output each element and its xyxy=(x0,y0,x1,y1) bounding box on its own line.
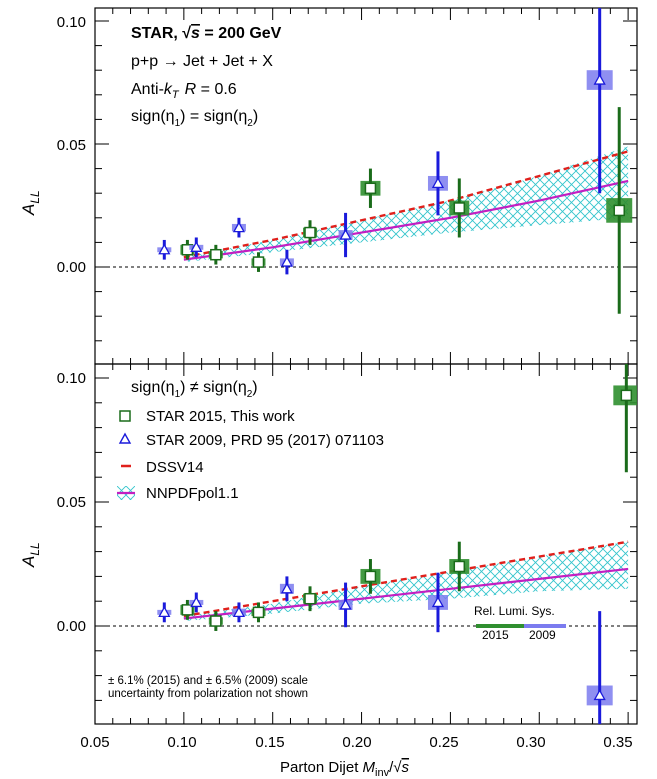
legend-marker-star2015 xyxy=(119,410,131,422)
legend: STAR 2015, This work STAR 2009, PRD 95 (… xyxy=(117,408,384,502)
top-theory-curves xyxy=(183,146,629,263)
bottom-star2015-point-1 xyxy=(210,615,222,627)
lumi-sys-2009-label: 2009 xyxy=(529,628,556,642)
top-data-points xyxy=(157,8,633,314)
top-star2009-point-5 xyxy=(431,177,445,189)
xtick-0: 0.05 xyxy=(80,734,109,751)
bottom-star2009-point-4 xyxy=(339,598,352,610)
top-star2009-point-2 xyxy=(232,221,246,233)
top-star2009-point-6 xyxy=(593,73,606,85)
bottom-axis-ticks xyxy=(94,364,637,724)
top-topology-label: sign(η1) = sign(η2) xyxy=(131,108,258,129)
bottom-theory-curves xyxy=(183,540,629,622)
bottom-star2009-point-1 xyxy=(190,596,203,608)
xtick-4: 0.25 xyxy=(429,734,458,751)
lumi-sys-2015-label: 2015 xyxy=(482,628,509,642)
bottom-star2015-point-4 xyxy=(364,570,377,583)
bottom-ytick-0: 0.00 xyxy=(57,618,86,635)
top-y-axis-title: ALL xyxy=(19,190,42,216)
bottom-nnpdf-curve xyxy=(183,567,629,620)
bottom-star2015-point-0 xyxy=(181,604,194,616)
xtick-1: 0.10 xyxy=(167,734,196,751)
xtick-3: 0.20 xyxy=(342,734,371,751)
algorithm-label: Anti-kT R = 0.6 xyxy=(131,81,237,101)
bottom-ytick-1: 0.05 xyxy=(57,494,86,511)
top-ytick-0: 0.00 xyxy=(57,259,86,276)
bottom-ytick-2: 0.10 xyxy=(57,370,86,387)
top-axis-ticks xyxy=(94,8,637,364)
legend-label-nnpdf: NNPDFpol1.1 xyxy=(146,485,239,502)
bottom-data-points xyxy=(157,364,637,724)
top-star2015-point-3 xyxy=(304,226,316,239)
top-star2009-point-4 xyxy=(339,228,352,240)
bottom-y-axis-title: ALL xyxy=(19,542,42,568)
legend-label-star2009: STAR 2009, PRD 95 (2017) 071103 xyxy=(146,432,384,449)
bottom-star2015-point-6 xyxy=(620,389,633,402)
process-label: p+p → Jet + Jet + X xyxy=(131,53,273,70)
xtick-5: 0.30 xyxy=(516,734,545,751)
top-ytick-2: 0.10 xyxy=(57,14,86,31)
bottom-star2015-point-5 xyxy=(453,560,466,573)
top-star2015-point-1 xyxy=(210,248,222,261)
top-star2015-point-5 xyxy=(453,202,466,214)
x-axis-title: Parton Dijet Minv/√s xyxy=(280,759,410,779)
experiment-label: STAR, √s = 200 GeV xyxy=(131,25,282,42)
bottom-star2009-point-6 xyxy=(593,689,606,701)
polarization-note-line1: ± 6.1% (2015) and ± 6.5% (2009) scale xyxy=(108,675,308,687)
xtick-6: 0.35 xyxy=(603,734,632,751)
top-star2009-point-0 xyxy=(158,243,171,255)
bottom-topology-label: sign(η1) ≠ sign(η2) xyxy=(131,379,258,400)
bottom-star2009-point-3 xyxy=(280,582,294,594)
bottom-star2009-point-0 xyxy=(158,606,171,618)
bottom-nnpdf-uncertainty-band xyxy=(183,541,629,622)
top-ytick-1: 0.05 xyxy=(57,137,86,154)
top-dssv14-curve xyxy=(183,150,629,259)
lumi-sys-title: Rel. Lumi. Sys. xyxy=(474,604,555,618)
top-star2015-point-6 xyxy=(613,204,625,217)
bottom-star2015-point-3 xyxy=(304,592,316,605)
bottom-star2015-point-2 xyxy=(252,606,265,619)
legend-label-star2015: STAR 2015, This work xyxy=(146,408,295,425)
polarization-note-line2: uncertainty from polarization not shown xyxy=(108,688,308,700)
top-star2009-point-3 xyxy=(280,255,294,267)
top-star2015-point-4 xyxy=(364,182,377,195)
legend-label-dssv: DSSV14 xyxy=(146,459,204,476)
top-star2015-point-2 xyxy=(252,256,265,268)
bottom-star2009-point-2 xyxy=(232,606,246,618)
bottom-star2009-point-5 xyxy=(431,596,445,608)
legend-marker-star2009 xyxy=(118,432,132,444)
top-nnpdf-curve xyxy=(183,179,629,261)
xtick-2: 0.15 xyxy=(255,734,284,751)
top-nnpdf-uncertainty-band xyxy=(183,146,629,263)
top-star2009-point-1 xyxy=(190,240,203,252)
bottom-panel-frame xyxy=(94,363,638,725)
